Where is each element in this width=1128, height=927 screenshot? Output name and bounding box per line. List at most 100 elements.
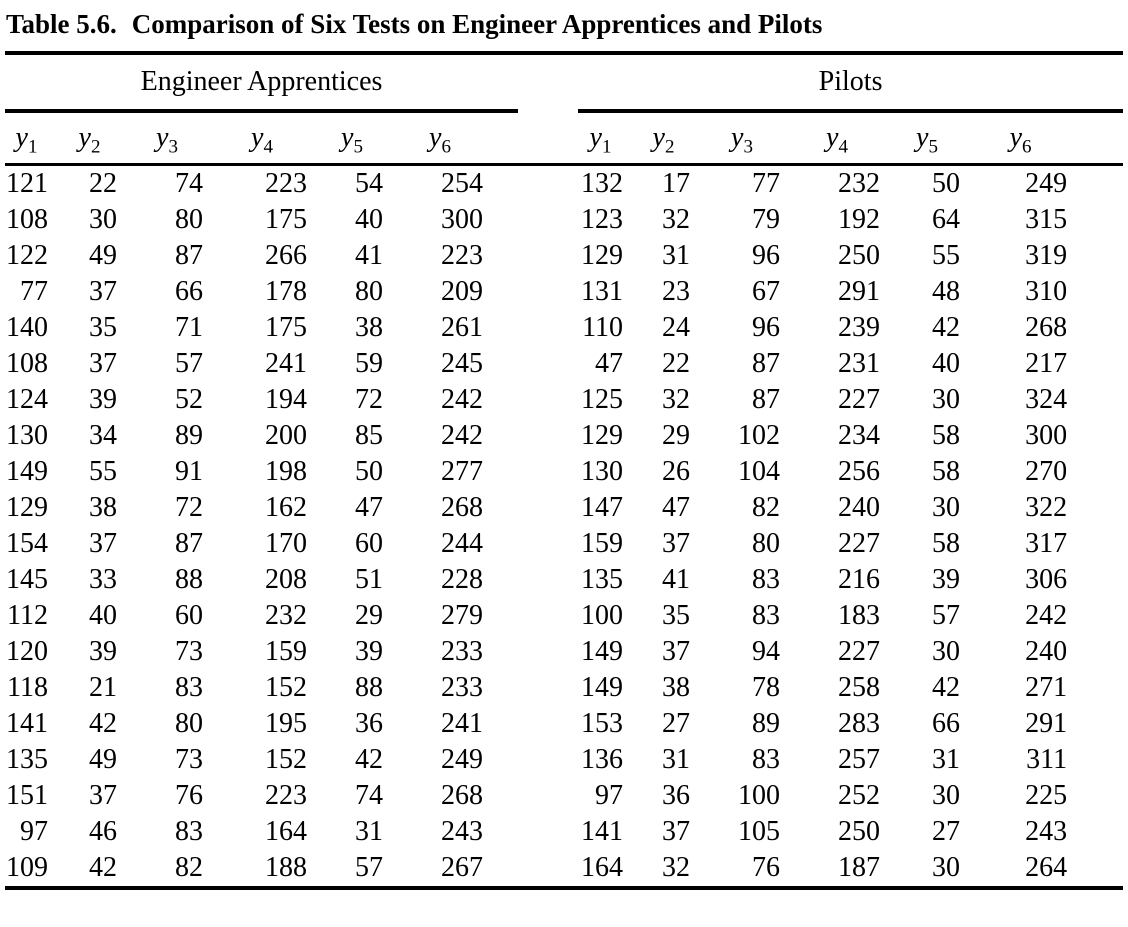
data-cell: 322 [1025, 492, 1068, 523]
column-header-y5: y5 [894, 111, 975, 166]
data-cell: 110 [582, 312, 624, 343]
data-cell: 123 [581, 204, 624, 235]
data-cell: 228 [441, 564, 484, 595]
data-cell: 38 [355, 312, 383, 343]
data-cell: 83 [752, 600, 781, 631]
data-cell: 83 [752, 564, 781, 595]
table-row: 135 49 73 152 42 249 136 31 83 257 31 311 [5, 742, 1123, 778]
data-cell: 89 [752, 708, 781, 739]
data-cell: 37 [89, 528, 117, 559]
table-row: 151 37 76 223 74 268 97 36 100 252 30 225 [5, 778, 1123, 814]
data-cell: 130 [581, 456, 624, 487]
group-header-pilots: Pilots [578, 51, 1124, 113]
column-header-y2: y2 [62, 111, 131, 166]
data-cell: 55 [932, 240, 961, 271]
data-cell: 42 [355, 744, 383, 775]
data-cell: 39 [89, 384, 117, 415]
data-cell: 102 [738, 420, 781, 451]
data-cell: 240 [1025, 636, 1068, 667]
table-row: 97 46 83 164 31 243 141 37 105 250 27 243 [5, 814, 1123, 850]
data-cell: 27 [662, 708, 691, 739]
data-cell: 175 [265, 204, 307, 235]
data-cell: 149 [581, 636, 624, 667]
data-cell: 94 [752, 636, 781, 667]
data-cell: 55 [89, 456, 117, 487]
data-cell: 52 [175, 384, 203, 415]
data-cell: 240 [838, 492, 881, 523]
column-header-row: y1 y2 y3 y4 y5 y6 y1 y2 y3 y4 y5 y6 [5, 111, 1124, 166]
data-cell: 135 [581, 564, 624, 595]
column-gap [518, 51, 579, 111]
column-gap [518, 382, 578, 418]
data-cell: 283 [838, 708, 881, 739]
data-cell: 120 [6, 636, 48, 667]
data-cell: 105 [738, 816, 781, 847]
data-cell: 227 [838, 528, 881, 559]
data-cell: 77 [752, 168, 781, 199]
data-cell: 239 [838, 312, 881, 343]
data-cell: 40 [932, 348, 961, 379]
data-cell: 85 [355, 420, 383, 451]
data-cell: 21 [89, 672, 117, 703]
data-cell: 159 [265, 636, 307, 667]
data-cell: 264 [974, 850, 1124, 890]
data-cell: 252 [838, 780, 881, 811]
data-cell: 100 [581, 600, 624, 631]
comparison-table: Engineer Apprentices Pilots y1 y2 y3 y4 y5 y6… [5, 51, 1124, 890]
data-cell: 159 [581, 528, 624, 559]
data-cell: 187 [794, 850, 895, 890]
data-cell: 66 [175, 276, 203, 307]
data-cell: 152 [265, 672, 307, 703]
data-cell: 32 [662, 204, 691, 235]
data-cell: 31 [662, 240, 691, 271]
data-cell: 37 [89, 348, 117, 379]
data-cell: 35 [662, 600, 691, 631]
data-cell: 31 [932, 744, 961, 775]
data-cell: 245 [441, 348, 484, 379]
data-cell: 50 [355, 456, 383, 487]
data-cell: 154 [6, 528, 48, 559]
data-cell: 83 [175, 672, 203, 703]
data-cell: 42 [932, 312, 961, 343]
column-gap [518, 274, 578, 310]
data-cell: 223 [265, 780, 307, 811]
column-gap [518, 706, 578, 742]
data-cell: 268 [1025, 312, 1068, 343]
data-cell: 249 [441, 744, 484, 775]
data-cell: 256 [838, 456, 881, 487]
data-cell: 100 [738, 780, 781, 811]
data-cell: 249 [1025, 168, 1068, 199]
column-gap [518, 562, 578, 598]
table-row: 109 42 82 188 57 267 164 32 76 187 30 264 [5, 850, 1124, 890]
column-gap [518, 778, 578, 814]
data-cell: 317 [1025, 528, 1068, 559]
data-cell: 41 [662, 564, 691, 595]
table-row: 140 35 71 175 38 261 110 24 96 239 42 268 [5, 310, 1123, 346]
data-cell: 79 [752, 204, 781, 235]
data-cell: 118 [7, 672, 48, 703]
data-cell: 37 [89, 276, 117, 307]
data-cell: 34 [89, 420, 117, 451]
data-cell: 74 [175, 168, 203, 199]
data-cell: 37 [662, 816, 691, 847]
data-cell: 76 [175, 780, 203, 811]
data-cell: 141 [581, 816, 624, 847]
data-cell: 209 [441, 276, 484, 307]
data-cell: 64 [932, 204, 961, 235]
data-cell: 124 [6, 384, 48, 415]
data-cell: 233 [441, 672, 484, 703]
table-row: 77 37 66 178 80 209 131 23 67 291 48 310 [5, 274, 1123, 310]
data-cell: 37 [662, 636, 691, 667]
column-header-y5: y5 [321, 111, 397, 166]
group-header-row: Engineer Apprentices Pilots [5, 51, 1124, 113]
data-cell: 241 [441, 708, 484, 739]
data-cell: 72 [175, 492, 203, 523]
column-header-y6: y6 [974, 111, 1124, 166]
data-cell: 74 [355, 780, 383, 811]
data-cell: 42 [62, 850, 131, 890]
data-cell: 82 [131, 850, 217, 890]
data-cell: 82 [752, 492, 781, 523]
data-cell: 244 [441, 528, 484, 559]
table-row: 121 22 74 223 54 254 132 17 77 232 50 249 [5, 165, 1123, 203]
data-cell: 162 [265, 492, 307, 523]
